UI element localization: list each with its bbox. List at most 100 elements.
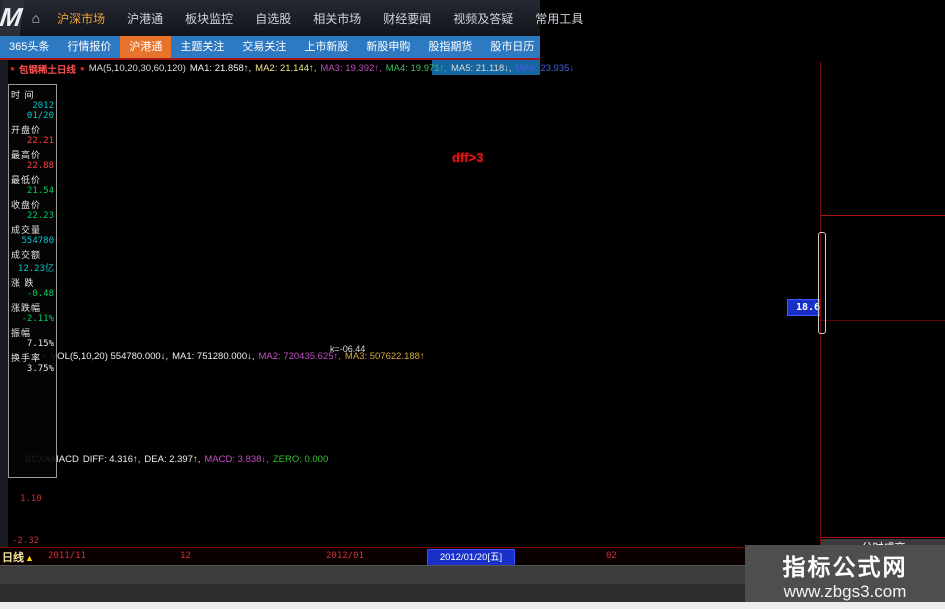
top-menu-item[interactable]: 沪深市场 <box>57 11 106 26</box>
sub-menu-tab[interactable]: 行情报价 <box>67 41 112 53</box>
volume-indicator-label: ●VOL(5,10,20) 554780.000↓,MA1: 751280.00… <box>42 351 425 362</box>
watermark-title: 指标公式网 <box>782 554 908 580</box>
top-menu-item[interactable]: 常用工具 <box>535 11 584 26</box>
info-row: 收盘价 22.23 <box>11 198 54 221</box>
date-tick: 12 <box>180 551 191 561</box>
sub-menu-tab[interactable]: 股市日历 <box>490 41 535 53</box>
info-row: 涨跌幅 -2.11% <box>11 301 54 324</box>
date-tick: 2011/11 <box>48 551 86 561</box>
top-menu-item[interactable]: 沪港通 <box>127 11 164 26</box>
stock-bullet-icon: ● <box>10 64 15 73</box>
panel-divider <box>821 537 945 538</box>
info-value: -2.11% <box>21 314 54 324</box>
info-value: 22.88 <box>26 161 54 171</box>
watermark-url: www.zbgs3.com <box>783 582 907 601</box>
info-value: 3.75% <box>26 364 54 374</box>
sub-menu-tab[interactable]: 365头条 <box>9 41 50 53</box>
info-row: 时 间 2012 01/20 <box>11 88 54 121</box>
ma-value-label: MA5: 21.118↓, <box>450 63 512 74</box>
scrollbar-thumb[interactable] <box>818 232 826 334</box>
sub-menu-tab[interactable]: 主题关注 <box>180 41 225 53</box>
top-menu-item[interactable]: 板块监控 <box>185 11 234 26</box>
top-menu-item[interactable]: 视频及答疑 <box>453 11 514 26</box>
info-row: 成交量 554780 <box>11 223 54 246</box>
date-tick: 02 <box>606 551 617 561</box>
ma-formula-label: MA(5,10,20,30,60,120) <box>88 63 186 74</box>
watermark: 指标公式网 www.zbgs3.com <box>745 545 945 602</box>
info-row: 最高价 22.88 <box>11 148 54 171</box>
bottom-info-strip <box>0 584 745 602</box>
info-value: 12.23亿 <box>17 264 54 274</box>
info-label: 时 间 <box>11 90 35 100</box>
sub-menu-tab[interactable]: 新股申购 <box>366 41 411 53</box>
menu-divider <box>0 58 540 60</box>
date-tick: 2012/01 <box>326 551 364 561</box>
ma-value-label: MA6: 23.935↓ <box>515 63 575 74</box>
main-menu-items: 沪深市场 沪港通 板块监控 自选股 相关市场 财经要闻 视频及答疑 常用工具 <box>46 10 594 27</box>
app-logo-icon: M <box>0 0 25 36</box>
bid-ask-divider <box>821 215 945 216</box>
info-label: 成交量 <box>11 225 42 235</box>
top-menu-item[interactable]: 相关市场 <box>313 11 362 26</box>
ma-value-label: MA3: 19.392↑, <box>320 63 382 74</box>
ma-value-label: MA4: 19.971↑, <box>385 63 447 74</box>
bottom-toolbar <box>0 565 749 585</box>
quote-panel: 分时成交 <box>818 62 945 602</box>
indicator-title-bar: ● 包钢稀土日线 ● MA(5,10,20,30,60,120) MA1: 21.858… <box>10 61 820 76</box>
sub-menu-tab[interactable]: 交易关注 <box>242 41 287 53</box>
info-value: 22.21 <box>26 136 54 146</box>
left-vertical-strip <box>0 60 8 602</box>
macd-axis-upper: 1.10 <box>20 494 42 504</box>
info-value: 2012 <box>32 101 54 111</box>
info-value: 554780 <box>21 236 54 246</box>
vol-ma-label: MA2: 720435.625↑, <box>258 351 341 362</box>
info-value: -0.48 <box>26 289 54 299</box>
sub-menu-tab[interactable]: 股指期货 <box>428 41 473 53</box>
info-value: 22.23 <box>26 211 54 221</box>
macd-value-label: DIFF: 4.316↑, <box>82 454 141 465</box>
k-value-label: k=-06.44 <box>330 344 366 354</box>
vol-ma-label: MA3: 507622.188↑ <box>344 351 425 362</box>
info-label: 涨跌幅 <box>11 303 42 313</box>
info-label: 成交额 <box>11 250 42 260</box>
macd-value-label: MACD: 3.838↓, <box>204 454 269 465</box>
macd-axis-lower: -2.32 <box>12 536 40 546</box>
info-label: 最高价 <box>11 150 42 160</box>
info-label: 涨 跌 <box>11 278 35 288</box>
sub-menu-tab[interactable]: 沪港通 <box>120 36 172 58</box>
indicator-bullet-icon: ● <box>79 64 85 73</box>
crosshair-date-box: 2012/01/20[五] <box>427 549 515 566</box>
macd-value-label: DEA: 2.397↑, <box>144 454 201 465</box>
bottom-white-strip <box>0 602 945 609</box>
vol-ma-label: MA1: 751280.000↓, <box>172 351 255 362</box>
stock-name-label: 包钢稀土日线 <box>18 64 76 76</box>
info-row: 最低价 21.54 <box>11 173 54 196</box>
info-label: 最低价 <box>11 175 42 185</box>
info-label: 振幅 <box>11 328 32 338</box>
ma-value-label: MA2: 21.144↑, <box>255 63 317 74</box>
order-book-bottom-divider <box>821 320 945 321</box>
ma-value-label: MA1: 21.858↑, <box>189 63 252 74</box>
info-label: 换手率 <box>11 353 42 363</box>
info-value: 7.15% <box>26 339 54 349</box>
info-row: 成交额 12.23亿 <box>11 248 54 274</box>
date-axis: 日线▲ 2011/11 12 2012/01 02 2012/01/20[五] <box>0 547 820 566</box>
info-row: 换手率 3.75% <box>11 351 54 374</box>
info-label: 收盘价 <box>11 200 42 210</box>
ohlc-info-panel: 时 间 2012 01/20 开盘价 22.21 最高价 22.88 最低价 21.54 收盘价 2… <box>8 84 57 478</box>
info-row: 开盘价 22.21 <box>11 123 54 146</box>
top-menu-item[interactable]: 自选股 <box>255 11 292 26</box>
main-menu-bar: M ⌂ 沪深市场 沪港通 板块监控 自选股 相关市场 财经要闻 视频及答疑 常用工具 <box>0 0 583 36</box>
title-highlight <box>432 60 540 75</box>
info-value: 01/20 <box>26 111 54 121</box>
home-icon[interactable]: ⌂ <box>31 10 41 26</box>
period-arrow-icon: ▲ <box>25 553 34 563</box>
sub-menu-bar: 365头条 行情报价 沪港通 主题关注 交易关注 上市新股 新股申购 股指期货 股市日历 <box>0 36 540 58</box>
top-menu-item[interactable]: 财经要闻 <box>383 11 432 26</box>
sub-menu-tab[interactable]: 上市新股 <box>304 41 349 53</box>
macd-indicator-label: BCXAMACDDIFF: 4.316↑,DEA: 2.397↑,MACD: 3… <box>25 454 328 465</box>
period-selector[interactable]: 日线▲ <box>2 549 34 565</box>
info-row: 振幅 7.15% <box>11 326 54 349</box>
info-row: 涨 跌 -0.48 <box>11 276 54 299</box>
